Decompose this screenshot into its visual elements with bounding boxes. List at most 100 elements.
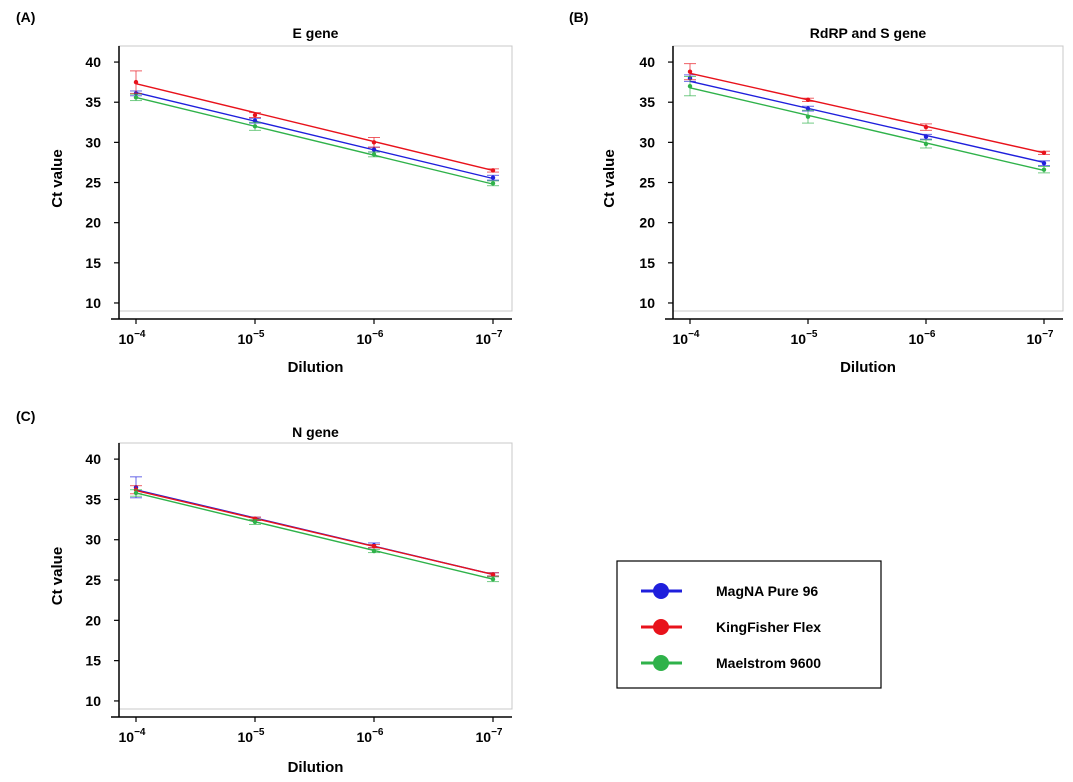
chart-title: N gene bbox=[292, 424, 339, 440]
plot-frame bbox=[118, 442, 513, 710]
x-tick-label: 10−5 bbox=[238, 727, 265, 745]
series-fit-line bbox=[135, 83, 494, 172]
series-fit-line bbox=[689, 80, 1045, 164]
x-tick-label: 10−5 bbox=[238, 329, 265, 347]
x-axis-label: Dilution bbox=[840, 359, 896, 376]
panel-label: (A) bbox=[16, 9, 35, 25]
data-point bbox=[923, 124, 929, 130]
y-tick-label: 25 bbox=[85, 175, 101, 191]
data-point bbox=[133, 490, 139, 496]
data-point bbox=[490, 577, 496, 582]
plot-frame bbox=[672, 45, 1064, 312]
data-point bbox=[371, 548, 377, 554]
y-tick-label: 15 bbox=[85, 653, 101, 669]
series-fit-line bbox=[135, 91, 494, 180]
data-point bbox=[252, 124, 258, 129]
x-tick-label: 10−7 bbox=[476, 727, 503, 745]
x-tick-label: 10−6 bbox=[357, 727, 384, 745]
chart-panel-1: (A) E gene 10 15 20 25 30 35 40 10−4 10−5 10−6 10−7 D… bbox=[16, 9, 513, 376]
y-tick-label: 40 bbox=[85, 451, 101, 467]
series-1 bbox=[130, 476, 499, 577]
data-point bbox=[490, 181, 496, 186]
y-tick-label: 30 bbox=[85, 134, 101, 150]
series-3 bbox=[684, 76, 1050, 174]
legend-swatch-marker bbox=[653, 583, 669, 599]
data-point bbox=[687, 83, 693, 89]
data-point bbox=[371, 140, 377, 145]
series-2 bbox=[130, 485, 499, 577]
data-point bbox=[252, 118, 258, 123]
legend-item: MagNA Pure 96 bbox=[641, 583, 818, 599]
y-tick-label: 20 bbox=[85, 612, 101, 628]
data-point bbox=[923, 134, 929, 139]
data-point bbox=[687, 69, 693, 74]
data-point bbox=[805, 114, 811, 119]
x-tick-label: 10−5 bbox=[791, 329, 818, 347]
x-tick-label: 10−7 bbox=[476, 329, 503, 347]
x-axis-label: Dilution bbox=[288, 759, 344, 776]
plot-frame bbox=[118, 45, 513, 312]
y-tick-label: 40 bbox=[639, 54, 655, 70]
data-point bbox=[133, 79, 139, 85]
data-point bbox=[371, 152, 377, 157]
y-tick-label: 10 bbox=[85, 295, 101, 311]
series-fit-line bbox=[135, 492, 494, 580]
y-tick-label: 10 bbox=[85, 693, 101, 709]
y-tick-label: 15 bbox=[639, 255, 655, 271]
legend-label: MagNA Pure 96 bbox=[716, 583, 818, 599]
x-tick-label: 10−4 bbox=[119, 329, 146, 347]
chart-panel-3: (C) N gene 10 15 20 25 30 35 40 10−4 10−5 10−6 10−7 D… bbox=[16, 408, 513, 776]
data-point bbox=[252, 112, 258, 118]
x-tick-label: 10−6 bbox=[357, 329, 384, 347]
panel-label: (C) bbox=[16, 408, 35, 424]
y-tick-label: 30 bbox=[85, 532, 101, 548]
series-3 bbox=[130, 489, 499, 583]
series-2 bbox=[684, 63, 1050, 156]
x-tick-label: 10−7 bbox=[1027, 329, 1054, 347]
series-fit-line bbox=[689, 87, 1045, 172]
legend-item: KingFisher Flex bbox=[641, 619, 821, 635]
series-fit-line bbox=[135, 96, 494, 185]
series-fit-line bbox=[689, 72, 1045, 154]
series-1 bbox=[684, 74, 1050, 167]
data-point bbox=[133, 95, 139, 100]
data-point bbox=[805, 97, 811, 103]
chart-title: E gene bbox=[293, 25, 339, 41]
data-point bbox=[1041, 150, 1047, 156]
x-tick-label: 10−6 bbox=[909, 329, 936, 347]
x-tick-label: 10−4 bbox=[119, 727, 146, 745]
y-tick-label: 20 bbox=[85, 215, 101, 231]
series-2 bbox=[130, 70, 499, 173]
chart-panel-2: (B) RdRP and S gene 10 15 20 25 30 35 40 10−4 10−5… bbox=[569, 9, 1064, 376]
y-tick-label: 35 bbox=[639, 94, 655, 110]
series-3 bbox=[130, 93, 499, 187]
y-tick-label: 35 bbox=[85, 94, 101, 110]
y-axis-label: Ct value bbox=[601, 149, 618, 207]
data-point bbox=[1041, 161, 1047, 166]
y-axis-label: Ct value bbox=[49, 149, 66, 207]
data-point bbox=[490, 168, 496, 173]
data-point bbox=[371, 147, 377, 152]
panel-label: (B) bbox=[569, 9, 588, 25]
legend-label: Maelstrom 9600 bbox=[716, 655, 821, 671]
y-tick-label: 30 bbox=[639, 134, 655, 150]
y-tick-label: 25 bbox=[639, 175, 655, 191]
chart-title: RdRP and S gene bbox=[810, 25, 927, 41]
series-fit-line bbox=[135, 489, 494, 576]
y-tick-label: 15 bbox=[85, 255, 101, 271]
data-point bbox=[923, 141, 929, 147]
data-point bbox=[490, 572, 496, 577]
series-1 bbox=[130, 90, 499, 181]
legend-swatch-marker bbox=[653, 655, 669, 671]
data-point bbox=[805, 106, 811, 111]
legend-label: KingFisher Flex bbox=[716, 619, 821, 635]
legend-item: Maelstrom 9600 bbox=[641, 655, 821, 671]
legend-swatch-marker bbox=[653, 619, 669, 635]
y-tick-label: 25 bbox=[85, 572, 101, 588]
data-point bbox=[490, 175, 496, 180]
data-point bbox=[252, 519, 258, 525]
y-tick-label: 35 bbox=[85, 491, 101, 507]
y-axis-label: Ct value bbox=[49, 547, 66, 605]
data-point bbox=[1041, 167, 1047, 172]
